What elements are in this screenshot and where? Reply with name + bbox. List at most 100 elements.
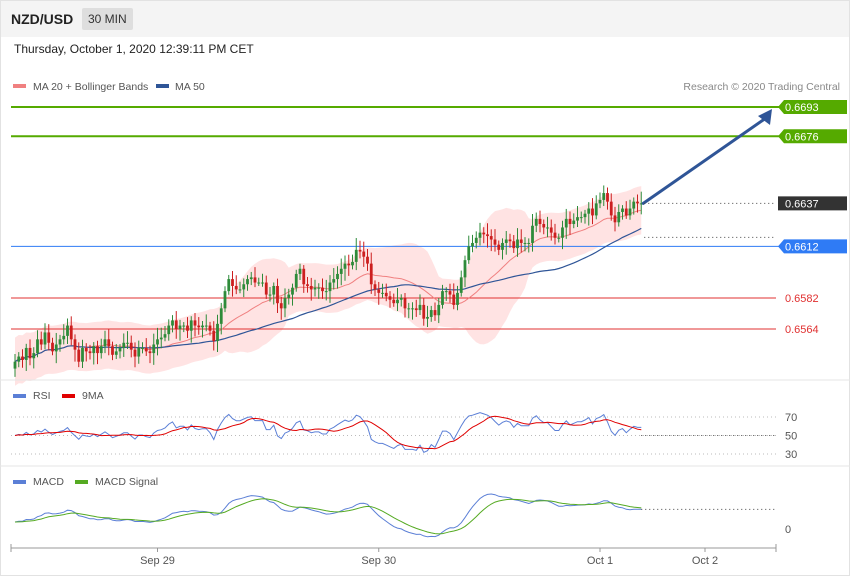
candlestick <box>182 322 186 333</box>
macd-legend-swatch <box>13 480 26 484</box>
candle-body <box>561 227 564 238</box>
candlestick <box>122 333 126 357</box>
candle-body <box>381 292 384 294</box>
chart-datetime: Thursday, October 1, 2020 12:39:11 PM CE… <box>14 42 254 56</box>
candle-body <box>58 339 62 345</box>
candle-body <box>88 351 92 354</box>
candle-body <box>388 296 392 300</box>
candle-body <box>557 237 561 239</box>
candlestick <box>246 275 249 291</box>
candle-body <box>591 208 594 216</box>
candle-body <box>504 239 508 243</box>
candlestick <box>272 282 276 305</box>
candle-body <box>493 239 497 245</box>
candlestick <box>459 270 463 297</box>
candle-body <box>257 282 261 284</box>
x-tick-label: Sep 30 <box>361 555 396 567</box>
candlestick <box>613 206 617 232</box>
candle-body <box>501 242 504 250</box>
candlestick <box>527 238 531 253</box>
rsi-tick-label: 50 <box>785 431 797 443</box>
candle-body <box>362 251 366 257</box>
candlestick <box>594 195 598 220</box>
price-legend: MA 20 + Bollinger Bands MA 50 Research ©… <box>13 81 840 93</box>
candlestick <box>332 268 336 290</box>
candle-body <box>234 285 238 290</box>
macd-legend-label: MACD <box>33 476 64 488</box>
candle-body <box>534 218 538 226</box>
candlestick <box>384 283 388 302</box>
candle-body <box>452 294 456 305</box>
rsi-tick-label: 30 <box>785 449 797 461</box>
candle-body <box>636 201 639 204</box>
candle-body <box>51 342 54 352</box>
candle-body <box>201 325 204 328</box>
candle-body <box>594 203 598 216</box>
candle-body <box>602 193 606 200</box>
candlestick <box>617 204 621 227</box>
candle-body <box>579 217 583 219</box>
timeframe-button[interactable]: 30 MIN <box>82 8 133 30</box>
candlestick <box>512 235 516 253</box>
candlestick <box>264 275 268 299</box>
candle-body <box>204 325 208 327</box>
candle-body <box>111 346 114 355</box>
candlesticks <box>13 185 643 377</box>
candlestick <box>216 314 219 352</box>
candlestick <box>602 185 606 207</box>
x-tick-label: Sep 29 <box>140 555 175 567</box>
candlestick <box>501 238 504 260</box>
candlestick <box>51 337 54 356</box>
rsi-panel: 70 50 30 <box>11 412 797 461</box>
candle-body <box>564 218 568 228</box>
symbol-label: NZD/USD <box>11 11 74 27</box>
candlestick <box>223 286 227 313</box>
candlestick <box>69 316 73 346</box>
candle-body <box>283 298 287 309</box>
ma20-line <box>14 209 642 363</box>
candlestick <box>534 212 538 233</box>
candle-body <box>403 298 407 309</box>
candle-body <box>441 291 444 305</box>
macd-legend: MACD MACD Signal <box>13 476 158 488</box>
candle-body <box>377 289 381 293</box>
candlestick <box>227 274 231 295</box>
candle-body <box>538 218 542 225</box>
candlestick <box>276 278 279 313</box>
candlestick <box>557 233 561 243</box>
candle-body <box>489 236 493 240</box>
candle-body <box>156 339 159 345</box>
candlestick <box>47 324 51 351</box>
macd-panel: 0 <box>14 493 791 538</box>
candlestick <box>433 302 437 321</box>
candlestick <box>32 347 36 369</box>
candle-body <box>437 304 441 316</box>
candle-body <box>287 294 291 299</box>
candle-body <box>613 215 617 223</box>
candle-body <box>246 279 249 285</box>
candlestick <box>43 323 47 350</box>
candlestick <box>587 202 591 226</box>
candlestick <box>234 275 238 295</box>
candlestick <box>193 313 197 337</box>
x-tick-label: Oct 1 <box>587 555 613 567</box>
x-tick-label: Oct 2 <box>692 555 718 567</box>
candlestick <box>328 275 332 303</box>
candlestick <box>343 255 347 281</box>
candle-body <box>174 320 178 329</box>
level-labels: 0.6693 0.6676 0.6612 0.6582 0.6564 0.6637 <box>644 100 847 336</box>
candlestick <box>538 210 542 233</box>
candle-body <box>28 347 32 359</box>
candle-body <box>309 285 313 290</box>
candle-body <box>482 232 486 235</box>
candle-body <box>178 325 182 329</box>
candlestick <box>201 321 204 338</box>
candlestick <box>212 321 216 351</box>
candlestick <box>84 343 88 362</box>
rsi-tick-label: 70 <box>785 412 797 424</box>
candlestick <box>88 344 92 360</box>
candle-body <box>609 201 613 216</box>
candle-body <box>99 346 103 354</box>
candle-body <box>392 299 396 304</box>
candle-body <box>171 320 174 326</box>
